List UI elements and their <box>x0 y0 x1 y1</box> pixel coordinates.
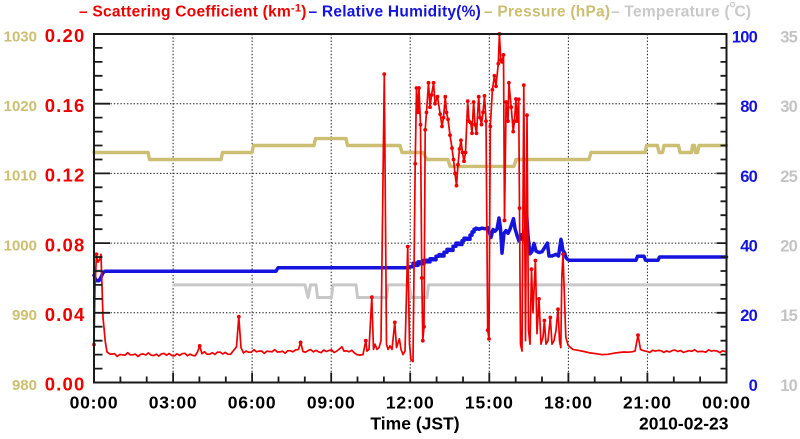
svg-text:12:00: 12:00 <box>386 393 435 413</box>
svg-text:10: 10 <box>780 377 797 395</box>
svg-text:– Pressure (hPa): – Pressure (hPa) <box>484 4 610 21</box>
svg-text:03:00: 03:00 <box>149 393 198 413</box>
svg-text:0: 0 <box>749 377 758 395</box>
svg-text:– Temperature ( C): – Temperature ( C) <box>611 4 751 21</box>
svg-text:0.04: 0.04 <box>45 304 86 325</box>
svg-text:0.00: 0.00 <box>45 374 86 395</box>
svg-text:0.12: 0.12 <box>45 165 86 186</box>
svg-text:1020: 1020 <box>4 98 37 115</box>
svg-text:100: 100 <box>732 28 758 46</box>
svg-text:1010: 1010 <box>4 168 37 185</box>
svg-text:990: 990 <box>12 307 37 324</box>
svg-text:20: 20 <box>740 307 757 325</box>
svg-text:40: 40 <box>740 238 757 256</box>
svg-text:15:00: 15:00 <box>465 393 514 413</box>
svg-text:0.08: 0.08 <box>45 234 86 255</box>
svg-text:30: 30 <box>780 98 797 116</box>
svg-text:1000: 1000 <box>4 237 37 254</box>
svg-text:1030: 1030 <box>4 28 37 45</box>
svg-text:0.16: 0.16 <box>45 95 86 116</box>
svg-text:– Relative Humidity(%): – Relative Humidity(%) <box>309 4 482 21</box>
svg-text:21:00: 21:00 <box>623 393 672 413</box>
svg-text:18:00: 18:00 <box>544 393 593 413</box>
svg-text:35: 35 <box>780 28 797 46</box>
svg-text:00:00: 00:00 <box>70 393 119 413</box>
svg-text:– Scattering Coefficient (km-1: – Scattering Coefficient (km-1) <box>79 3 307 21</box>
svg-text:15: 15 <box>780 307 797 325</box>
svg-text:0.20: 0.20 <box>45 25 86 46</box>
svg-text:20: 20 <box>780 238 797 256</box>
svg-text:09:00: 09:00 <box>307 393 356 413</box>
svg-text:60: 60 <box>740 168 757 186</box>
svg-text:25: 25 <box>780 168 797 186</box>
svg-text:Time (JST): Time (JST) <box>370 414 459 434</box>
svg-text:06:00: 06:00 <box>228 393 277 413</box>
svg-text:2010-02-23: 2010-02-23 <box>639 414 729 434</box>
svg-text:80: 80 <box>740 98 757 116</box>
svg-text:980: 980 <box>12 377 37 394</box>
svg-text:00:00: 00:00 <box>702 393 751 413</box>
